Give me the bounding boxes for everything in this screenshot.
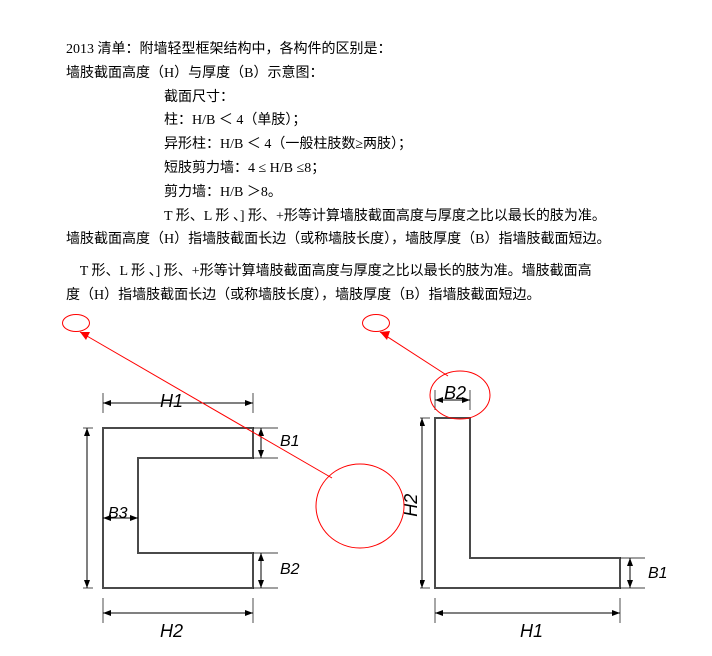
para2-line2: 度（H）指墙肢截面长边（或称墙肢长度），墙肢厚度（B）指墙肢截面短边。 <box>66 284 712 308</box>
line-6: 短肢剪力墙：4 ≤ H/B ≤8； <box>66 157 712 181</box>
right-label-H1: H1 <box>520 616 543 647</box>
red-circle-H <box>62 314 90 332</box>
left-label-H1: H1 <box>160 386 183 417</box>
line-5: 异形柱：H/B ＜ 4（一般柱肢数≥两肢）； <box>66 133 712 157</box>
line-1: 2013 清单：附墙轻型框架结构中，各构件的区别是： <box>66 38 712 62</box>
line-4: 柱：H/B ＜ 4（单肢）； <box>66 109 712 133</box>
left-label-B2: B2 <box>280 556 300 583</box>
line-2: 墙肢截面高度（H）与厚度（B）示意图： <box>66 62 712 86</box>
right-diagram <box>420 388 660 638</box>
right-label-B2: B2 <box>444 378 466 409</box>
line-7: 剪力墙：H/B ＞8。 <box>66 181 712 205</box>
line-9: 墙肢截面高度（H）指墙肢截面长边（或称墙肢长度），墙肢厚度（B）指墙肢截面短边。 <box>66 228 712 252</box>
right-label-B1: B1 <box>648 560 668 587</box>
left-label-H2: H2 <box>160 616 183 647</box>
left-label-B1: B1 <box>280 428 300 455</box>
line-8: T 形、L 形 、] 形、+形等计算墙肢截面高度与厚度之比以最长的肢为准。 <box>66 205 712 229</box>
red-circle-B <box>362 314 390 332</box>
para2-line1: T 形、L 形 、] 形、+形等计算墙肢截面高度与厚度之比以最长的肢为准。墙肢截… <box>66 260 712 284</box>
left-label-B3: B3 <box>108 500 128 527</box>
line-3: 截面尺寸： <box>66 86 712 110</box>
right-label-H2v: H2 <box>396 494 427 517</box>
